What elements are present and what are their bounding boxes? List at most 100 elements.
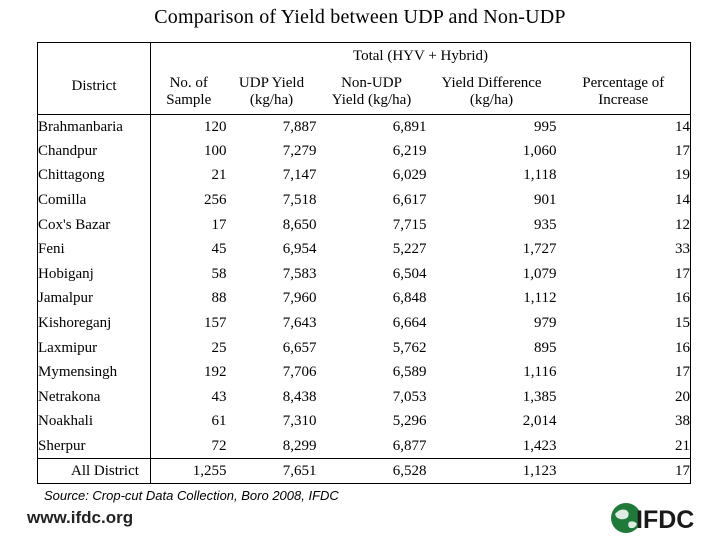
cell-samples: 43 bbox=[211, 388, 227, 405]
cell-udp-yield: 8,650 bbox=[282, 216, 317, 233]
column-header-pct-line1: Percentage of bbox=[582, 75, 665, 91]
cell-district: Chandpur bbox=[37, 139, 151, 164]
page-title: Comparison of Yield between UDP and Non-… bbox=[154, 6, 566, 28]
cell-nonudp-yield: 6,589 bbox=[392, 364, 427, 381]
cell-samples: 1,255 bbox=[150, 458, 227, 484]
cell-udp-yield: 6,954 bbox=[282, 241, 317, 258]
ifdc-logo: IFDC bbox=[611, 503, 694, 534]
cell-udp-yield: 7,960 bbox=[282, 290, 317, 307]
cell-district: Netrakona bbox=[37, 385, 151, 410]
column-header-udp-line2: (kg/ha) bbox=[249, 92, 294, 108]
column-header-pct-line2: Increase bbox=[598, 92, 649, 108]
cell-percentage-increase: 33 bbox=[556, 237, 692, 263]
yield-comparison-table: District Total (HYV + Hybrid) No. of Sam… bbox=[37, 42, 692, 484]
cell-udp-yield: 7,518 bbox=[282, 192, 317, 209]
cell-percentage-increase: 14 bbox=[556, 114, 692, 140]
cell-district: Mymensingh bbox=[37, 360, 151, 386]
table-row: Sherpur 72 8,299 6,877 1,423 21 bbox=[37, 434, 692, 459]
cell-samples: 21 bbox=[211, 167, 227, 184]
cell-district: Brahmanbaria bbox=[37, 114, 151, 140]
cell-district: Comilla bbox=[37, 188, 151, 213]
column-header-samples-line2: Sample bbox=[166, 92, 212, 108]
cell-percentage-increase: 12 bbox=[556, 212, 692, 238]
cell-samples: 61 bbox=[211, 413, 227, 430]
column-header-samples: No. of Sample bbox=[150, 70, 227, 115]
cell-district: Jamalpur bbox=[37, 286, 151, 312]
cell-yield-difference: 1,060 bbox=[522, 142, 557, 159]
table-total-row: All District 1,255 7,651 6,528 1,123 17 bbox=[37, 458, 692, 484]
cell-yield-difference: 2,014 bbox=[522, 413, 557, 430]
cell-yield-difference: 1,112 bbox=[523, 290, 557, 307]
column-header-yield-difference: Yield Difference (kg/ha) bbox=[426, 70, 557, 115]
cell-yield-difference: 901 bbox=[534, 192, 557, 209]
cell-udp-yield: 8,438 bbox=[282, 388, 317, 405]
table-row: Chittagong 21 7,147 6,029 1,118 19 bbox=[37, 163, 692, 189]
cell-samples: 88 bbox=[211, 290, 227, 307]
cell-yield-difference: 1,385 bbox=[522, 388, 557, 405]
cell-yield-difference: 895 bbox=[534, 339, 557, 356]
cell-percentage-increase: 21 bbox=[556, 434, 692, 459]
cell-district: Sherpur bbox=[37, 434, 151, 459]
cell-samples: 192 bbox=[204, 364, 227, 381]
table-row: Netrakona 43 8,438 7,053 1,385 20 bbox=[37, 385, 692, 410]
cell-nonudp-yield: 6,504 bbox=[392, 265, 427, 282]
table-row: Jamalpur 88 7,960 6,848 1,112 16 bbox=[37, 286, 692, 312]
cell-samples: 157 bbox=[204, 315, 227, 332]
cell-nonudp-yield: 5,227 bbox=[392, 241, 427, 258]
table-row: Comilla 256 7,518 6,617 901 14 bbox=[37, 188, 692, 213]
cell-percentage-increase: 17 bbox=[556, 262, 692, 287]
cell-samples: 58 bbox=[211, 265, 227, 282]
cell-nonudp-yield: 7,053 bbox=[392, 388, 427, 405]
logo-text: IFDC bbox=[636, 506, 694, 534]
column-header-nonudp-line1: Non-UDP bbox=[341, 75, 402, 91]
cell-udp-yield: 7,583 bbox=[282, 265, 317, 282]
table-row: Kishoreganj 157 7,643 6,664 979 15 bbox=[37, 311, 692, 336]
source-note: Source: Crop-cut Data Collection, Boro 2… bbox=[44, 488, 339, 503]
group-header-total: Total (HYV + Hybrid) bbox=[150, 42, 692, 70]
cell-nonudp-yield: 6,528 bbox=[316, 458, 427, 484]
cell-udp-yield: 7,651 bbox=[226, 458, 317, 484]
cell-nonudp-yield: 5,762 bbox=[392, 339, 427, 356]
column-header-nonudp-yield: Non-UDP Yield (kg/ha) bbox=[316, 70, 427, 115]
cell-yield-difference: 1,123 bbox=[426, 458, 557, 484]
table-row: Hobiganj 58 7,583 6,504 1,079 17 bbox=[37, 262, 692, 287]
cell-district: Feni bbox=[37, 237, 151, 263]
cell-district: Cox's Bazar bbox=[37, 212, 151, 238]
cell-yield-difference: 1,118 bbox=[523, 167, 557, 184]
cell-yield-difference: 935 bbox=[534, 216, 557, 233]
cell-samples: 120 bbox=[204, 118, 227, 135]
cell-district: Chittagong bbox=[37, 163, 151, 189]
cell-udp-yield: 7,147 bbox=[282, 167, 317, 184]
table-row: Mymensingh 192 7,706 6,589 1,116 17 bbox=[37, 360, 692, 386]
column-header-diff-line2: (kg/ha) bbox=[469, 92, 514, 108]
column-header-udp-line1: UDP Yield bbox=[238, 75, 305, 91]
cell-udp-yield: 8,299 bbox=[282, 437, 317, 454]
table-row: Feni 45 6,954 5,227 1,727 33 bbox=[37, 237, 692, 263]
cell-yield-difference: 1,727 bbox=[522, 241, 557, 258]
cell-udp-yield: 7,279 bbox=[282, 142, 317, 159]
cell-percentage-increase: 16 bbox=[556, 335, 692, 361]
cell-district: Hobiganj bbox=[37, 262, 151, 287]
cell-percentage-increase: 16 bbox=[556, 286, 692, 312]
cell-nonudp-yield: 6,219 bbox=[392, 142, 427, 159]
column-header-samples-line1: No. of bbox=[169, 75, 208, 91]
cell-percentage-increase: 20 bbox=[556, 385, 692, 410]
cell-percentage-increase: 17 bbox=[556, 360, 692, 386]
cell-nonudp-yield: 6,848 bbox=[392, 290, 427, 307]
column-header-diff-line1: Yield Difference bbox=[441, 75, 542, 91]
table-row: Cox's Bazar 17 8,650 7,715 935 12 bbox=[37, 212, 692, 238]
cell-yield-difference: 1,079 bbox=[522, 265, 557, 282]
cell-nonudp-yield: 6,664 bbox=[392, 315, 427, 332]
table-row: Brahmanbaria 120 7,887 6,891 995 14 bbox=[37, 114, 692, 140]
cell-percentage-increase: 17 bbox=[556, 458, 692, 484]
cell-nonudp-yield: 6,617 bbox=[392, 192, 427, 209]
website-url: www.ifdc.org bbox=[27, 508, 134, 527]
column-header-percentage-increase: Percentage of Increase bbox=[556, 70, 692, 115]
cell-percentage-increase: 38 bbox=[556, 409, 692, 435]
table-row: Noakhali 61 7,310 5,296 2,014 38 bbox=[37, 409, 692, 435]
column-header-nonudp-line2: Yield (kg/ha) bbox=[331, 92, 412, 108]
cell-udp-yield: 7,887 bbox=[282, 118, 317, 135]
cell-samples: 100 bbox=[204, 142, 227, 159]
cell-district: All District bbox=[37, 458, 151, 484]
cell-nonudp-yield: 6,029 bbox=[392, 167, 427, 184]
